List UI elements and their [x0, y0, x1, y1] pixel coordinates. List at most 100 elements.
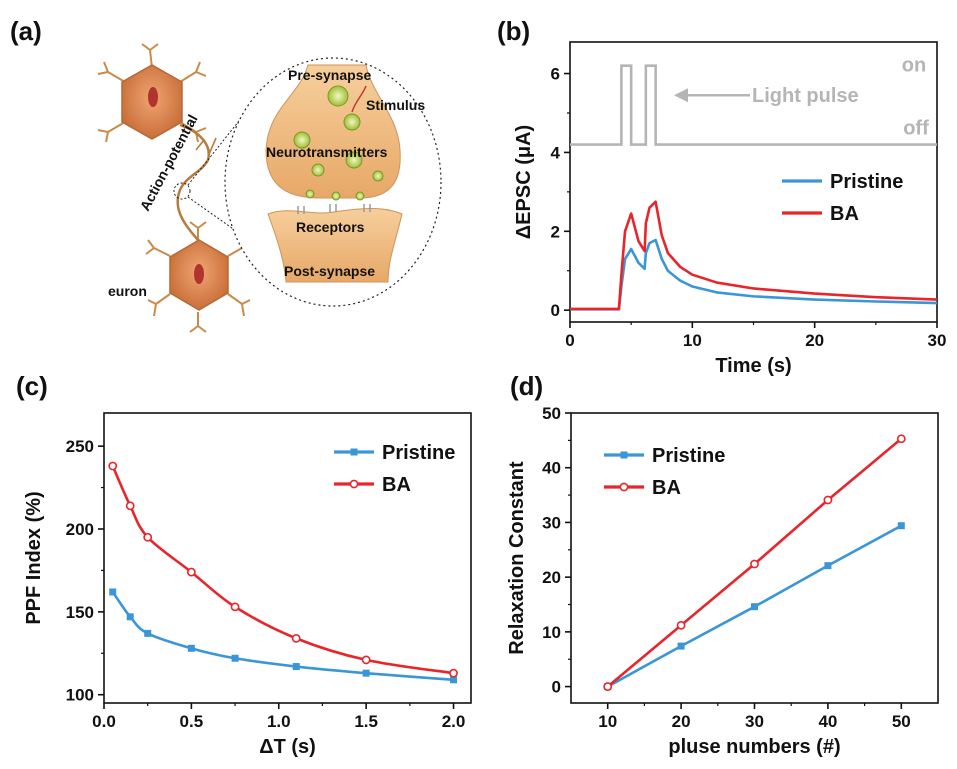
synapse-diagram: Action-potential euron — [97, 43, 442, 333]
x-tick-label: 2.0 — [442, 712, 466, 731]
data-point-pristine — [231, 654, 239, 662]
data-point-ba — [291, 633, 301, 643]
legend-label-pristine: Pristine — [652, 445, 725, 467]
x-tick-label: 10 — [598, 712, 617, 731]
x-tick-label: 0.5 — [180, 712, 204, 731]
data-point-ba — [896, 434, 906, 444]
x-tick-label: 20 — [672, 712, 691, 731]
y-tick-label: 40 — [542, 459, 561, 478]
data-point-pristine — [292, 663, 300, 671]
x-tick-label: 1.5 — [354, 712, 378, 731]
x-axis-label: Time (s) — [715, 355, 791, 377]
y-tick-label: 30 — [542, 513, 561, 532]
y-tick-label: 250 — [66, 437, 94, 456]
legend-label-ba: BA — [652, 477, 681, 499]
post-synapse-label: Post-synapse — [284, 263, 375, 279]
y-tick-label: 200 — [66, 520, 94, 539]
data-point-ba — [186, 567, 196, 577]
y-tick-label: 0 — [552, 678, 561, 697]
x-tick-label: 1.0 — [267, 712, 291, 731]
action-potential-wave — [195, 137, 217, 154]
x-tick-label: 0 — [565, 331, 574, 350]
y-tick-label: 100 — [66, 686, 94, 705]
data-point-pristine — [897, 522, 905, 530]
x-tick-label: 10 — [683, 331, 702, 350]
series-line-ba — [570, 200, 938, 311]
data-point-ba — [125, 501, 135, 511]
chart-c-ppf: 0.0 0.5 1.0 1.5 2.0 100 150 200 250 ΔT (s) PPF Ind… — [23, 412, 472, 758]
receptors-icon — [297, 204, 371, 214]
legend-marker-pristine — [350, 448, 358, 456]
y-axis-label: PPF Index (%) — [23, 491, 45, 624]
y-tick-label: 50 — [542, 404, 561, 423]
data-point-pristine — [126, 613, 134, 621]
legend-marker-pristine — [620, 451, 628, 459]
post-synapse-terminal — [267, 208, 403, 283]
panel-label-a: (a) — [10, 16, 42, 46]
pulse-off-label: off — [903, 118, 929, 140]
x-tick-label: 50 — [892, 712, 911, 731]
light-pulse-arrowhead — [674, 88, 688, 103]
stimulus-pointer — [351, 85, 367, 113]
data-point-ba — [143, 532, 153, 542]
panel-label-b: (b) — [497, 16, 530, 46]
y-tick-label: 0 — [551, 301, 560, 320]
data-point-pristine — [144, 629, 152, 637]
x-tick-label: 30 — [928, 331, 947, 350]
data-point-pristine — [824, 562, 832, 570]
panel-label-d: (d) — [510, 371, 543, 401]
chart-b-epsc: 0 10 20 30 0 2 4 6 Time (s) ΔEPSC (μA) Pristine BA L… — [513, 41, 947, 377]
light-pulse-label: Light pulse — [752, 85, 859, 107]
y-tick-label: 150 — [66, 603, 94, 622]
receptors-label: Receptors — [296, 219, 365, 235]
x-tick-label: 0.0 — [92, 712, 116, 731]
data-point-ba — [750, 559, 759, 569]
y-axis-label: Relaxation Constant — [506, 461, 528, 655]
pre-synapse-label: Pre-synapse — [288, 67, 371, 83]
data-point-pristine — [751, 603, 758, 611]
data-point-pristine — [187, 644, 195, 652]
y-axis-label: ΔEPSC (μA) — [513, 125, 535, 239]
legend-label-ba: BA — [830, 203, 859, 225]
data-point-ba — [230, 602, 240, 612]
pulse-on-label: on — [902, 55, 926, 77]
data-point-ba — [449, 668, 458, 678]
neuron-label: euron — [108, 283, 147, 299]
legend-marker-ba — [349, 479, 359, 489]
chart-d-relaxation: 10 20 30 40 50 0 10 20 30 40 50 pluse numbers (#) Re… — [506, 404, 939, 758]
stimulus-label: Stimulus — [366, 97, 425, 113]
data-point-ba — [361, 655, 371, 665]
data-point-pristine — [109, 588, 117, 596]
data-point-pristine — [450, 676, 458, 684]
panel-label-c: (c) — [16, 371, 48, 401]
series-line-pristine — [570, 238, 938, 311]
y-tick-label: 2 — [551, 222, 560, 241]
y-tick-label: 10 — [542, 623, 561, 642]
plot-frame — [103, 412, 472, 704]
light-pulse-trace — [570, 64, 937, 146]
legend-label-ba: BA — [382, 474, 411, 496]
zoom-circle — [173, 182, 191, 200]
vesicles — [293, 85, 384, 201]
legend-marker-ba — [619, 482, 629, 492]
x-axis-label: pluse numbers (#) — [668, 736, 840, 758]
y-tick-label: 20 — [542, 568, 561, 587]
lower-neuron-icon — [145, 221, 251, 333]
x-tick-label: 30 — [745, 712, 764, 731]
y-tick-label: 6 — [551, 65, 560, 84]
x-axis-label: ΔT (s) — [259, 736, 316, 758]
series-line-ba — [111, 465, 454, 675]
neurotransmitters-label: Neurotransmitters — [266, 144, 388, 160]
data-point-pristine — [362, 669, 370, 677]
data-point-pristine — [677, 642, 685, 650]
axon — [176, 123, 211, 241]
data-point-ba — [676, 620, 686, 630]
data-point-ba — [823, 495, 833, 505]
legend-label-pristine: Pristine — [830, 171, 903, 193]
data-point-ba — [603, 682, 613, 691]
x-tick-label: 40 — [818, 712, 837, 731]
y-tick-label: 4 — [551, 143, 561, 162]
legend-label-pristine: Pristine — [382, 442, 455, 464]
